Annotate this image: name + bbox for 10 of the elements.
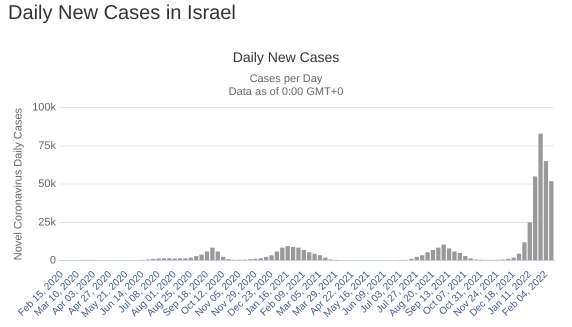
text: Cases per Day bbox=[248, 73, 324, 85]
text: Data as of 0:00 GMT+0 bbox=[228, 86, 344, 98]
y-axis-title: Novel Coronavirus Daily Cases bbox=[12, 108, 25, 260]
y-tick-label: 25k bbox=[38, 216, 57, 228]
chart-title: Daily New Cases in Israel bbox=[8, 2, 237, 25]
y-tick-label: 75k bbox=[38, 140, 57, 152]
y-tick-label: 50k bbox=[38, 178, 57, 190]
chart-subtitle: Daily New Cases bbox=[232, 49, 340, 65]
y-tick-label: 0 bbox=[50, 254, 56, 267]
y-tick-label: 100k bbox=[32, 102, 57, 114]
